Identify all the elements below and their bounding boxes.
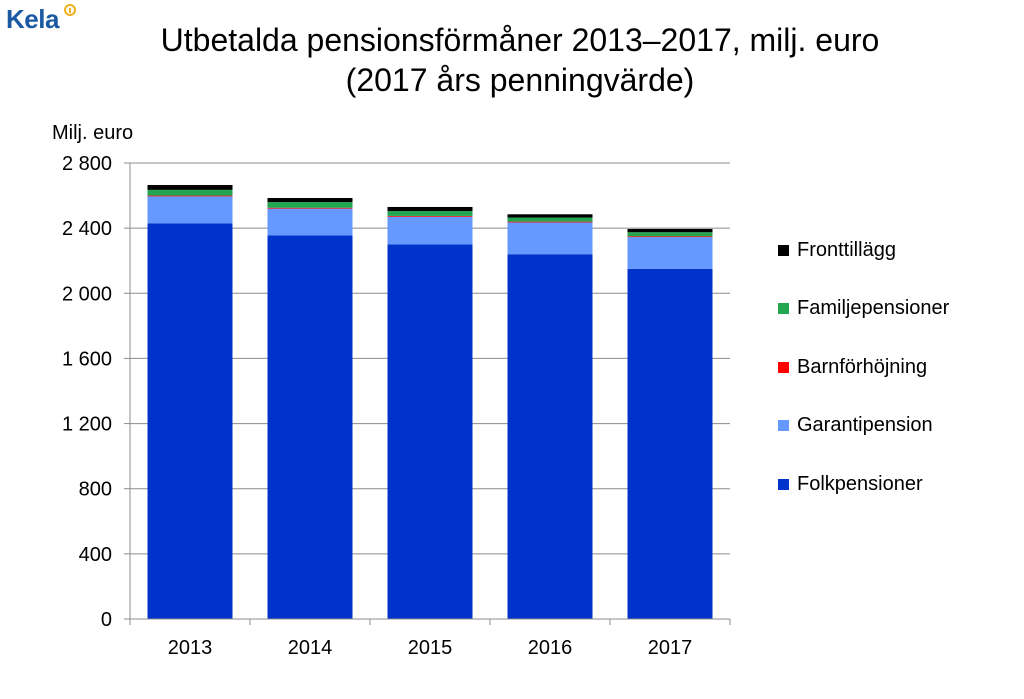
bar-segment [627,228,713,233]
bar-segment [627,236,713,238]
legend-label: Garantipension [797,414,933,436]
bar-segment [147,195,233,197]
bar-segment [267,208,353,236]
chart-title-line-1: Utbetalda pensionsförmåner 2013–2017, mi… [160,22,880,58]
y-tick-label: 0 [101,609,112,631]
chart-title: Utbetalda pensionsförmåner 2013–2017, mi… [100,20,940,100]
x-tick-label: 2017 [648,637,693,659]
y-tick-label: 800 [79,479,112,501]
bar-segment [507,217,593,222]
y-tick-label: 400 [79,544,112,566]
legend-swatch [778,420,789,431]
x-tick-labels: 2013 2014 2015 2016 2017 [168,637,693,659]
legend-label: Familjepensioner [797,297,950,319]
bar-segment [267,207,353,209]
bar-segment [387,211,473,216]
legend-swatch [778,361,789,373]
bar-segment [147,189,233,196]
legend-swatch [778,303,789,314]
bar-segment [147,196,233,224]
y-axis-label: Milj. euro [52,122,133,144]
bar-segment [627,232,713,237]
bar-segment [507,221,593,223]
bar-segment [147,223,233,619]
bar-segment [387,215,473,217]
legend-item: Familjepensioner [778,297,949,321]
legend-swatch [778,478,789,490]
bar-segment [387,216,473,245]
axes [129,163,731,625]
legend-label: Barnförhöjning [797,355,928,378]
bar-segment [507,214,593,218]
y-tick-label: 2 800 [62,153,112,175]
y-tick-label: 2 400 [62,218,112,240]
x-tick-label: 2014 [288,637,333,659]
logo-mark-icon [64,4,76,16]
kela-logo: Kela [6,2,86,42]
logo-text: Kela [6,4,59,34]
legend-swatch [778,244,789,256]
bar-segment [507,254,593,619]
bar-segment [627,268,713,619]
bar-segment [387,244,473,619]
bar-segment [507,222,593,255]
legend-label: Folkpensioner [797,472,923,495]
bar-segment [627,237,713,269]
bar-segment [267,198,353,203]
bar-segment [267,235,353,619]
y-tick-label: 1 200 [62,414,112,436]
y-tick-labels: 0 400 800 1 200 1 600 2 000 2 400 2 800 [62,153,112,631]
bars [147,184,713,619]
legend-label: Fronttillägg [797,238,896,261]
bar-segment [147,184,233,190]
legend-item: Folkpensioner [778,472,923,496]
chart-title-line-2: (2017 års penningvärde) [345,62,695,98]
legend-item: Garantipension [778,414,933,438]
bar-segment [387,206,473,212]
x-tick-label: 2015 [408,637,453,659]
x-tick-label: 2016 [528,637,573,659]
legend-item: Fronttillägg [778,238,896,262]
x-tick-label: 2013 [168,637,213,659]
y-tick-label: 1 600 [62,348,112,370]
legend-item: Barnförhöjning [778,355,927,379]
y-tick-label: 2 000 [62,283,112,305]
bar-segment [267,202,353,208]
